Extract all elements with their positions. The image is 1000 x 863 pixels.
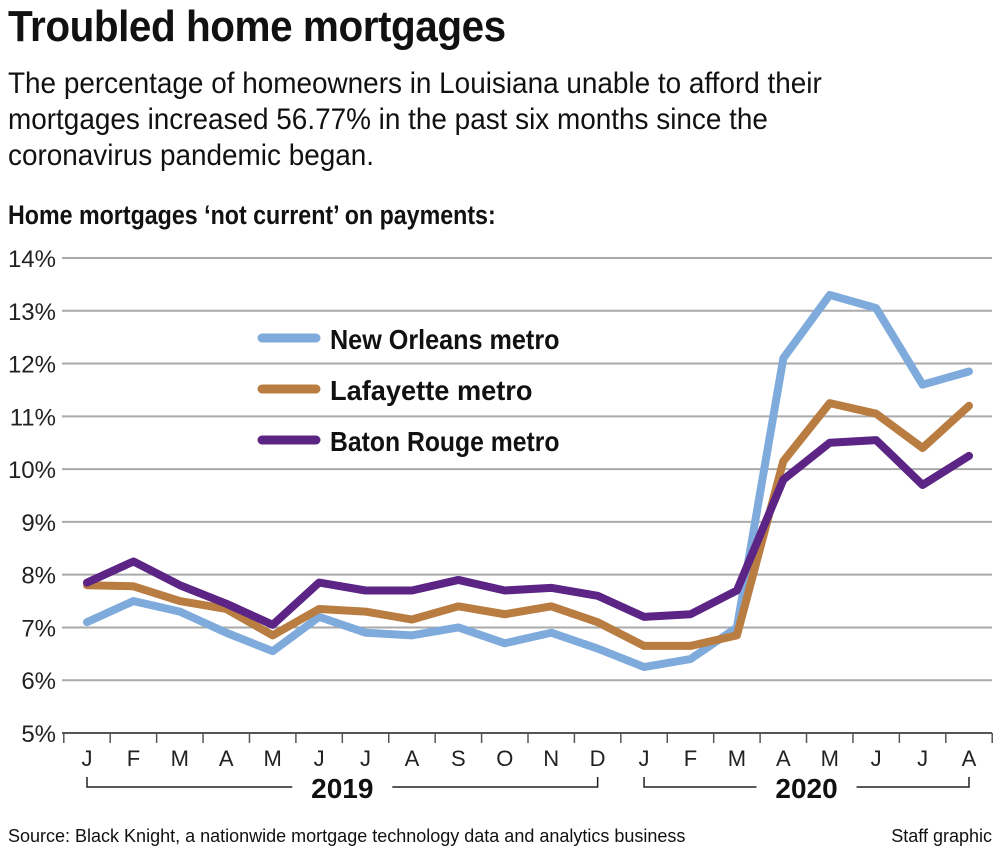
x-tick-label: M xyxy=(821,746,839,771)
subtitle: The percentage of homeowners in Louisian… xyxy=(8,67,822,172)
y-tick-label: 13% xyxy=(8,299,56,326)
chart-label: Home mortgages ‘not current’ on payments… xyxy=(8,200,496,230)
x-tick-label: M xyxy=(171,746,189,771)
x-tick-label: A xyxy=(776,746,791,771)
x-tick-label: J xyxy=(82,746,93,771)
y-tick-label: 7% xyxy=(21,615,56,642)
series-line-lafayette-metro xyxy=(83,399,973,650)
y-tick-label: 6% xyxy=(21,668,56,695)
x-tick-label: A xyxy=(962,746,977,771)
x-tick-label: F xyxy=(127,746,140,771)
series-line-baton-rouge-metro xyxy=(83,436,973,629)
y-tick-label: 8% xyxy=(21,563,56,590)
y-tick-label: 9% xyxy=(21,510,56,537)
credit: Staff graphic xyxy=(891,826,992,846)
x-tick-label: J xyxy=(917,746,928,771)
x-tick-label: N xyxy=(543,746,559,771)
year-bracket xyxy=(86,777,599,788)
x-tick-label: F xyxy=(684,746,697,771)
x-tick-label: S xyxy=(451,746,466,771)
x-tick-label: D xyxy=(590,746,606,771)
year-label: 2019 xyxy=(311,773,373,804)
x-tick-label: A xyxy=(219,746,234,771)
x-tick-label: J xyxy=(314,746,325,771)
x-tick-label: M xyxy=(728,746,746,771)
page-title: Troubled home mortgages xyxy=(8,2,506,51)
x-tick-label: O xyxy=(496,746,513,771)
x-tick-label: J xyxy=(871,746,882,771)
x-tick-label: M xyxy=(264,746,282,771)
legend-label: New Orleans metro xyxy=(330,324,560,355)
y-tick-label: 12% xyxy=(8,352,56,379)
year-label: 2020 xyxy=(775,773,837,804)
x-tick-label: J xyxy=(639,746,650,771)
x-tick-label: J xyxy=(360,746,371,771)
y-tick-label: 11% xyxy=(10,404,56,431)
y-tick-label: 10% xyxy=(8,457,56,484)
source-note: Source: Black Knight, a nationwide mortg… xyxy=(8,826,686,846)
x-tick-label: A xyxy=(405,746,420,771)
y-tick-label: 14% xyxy=(8,246,56,273)
y-tick-label: 5% xyxy=(21,721,56,748)
year-bracket xyxy=(643,777,970,788)
series-line-new-orleans-metro xyxy=(83,290,973,672)
legend-label: Baton Rouge metro xyxy=(330,426,560,457)
legend-label: Lafayette metro xyxy=(330,375,533,406)
